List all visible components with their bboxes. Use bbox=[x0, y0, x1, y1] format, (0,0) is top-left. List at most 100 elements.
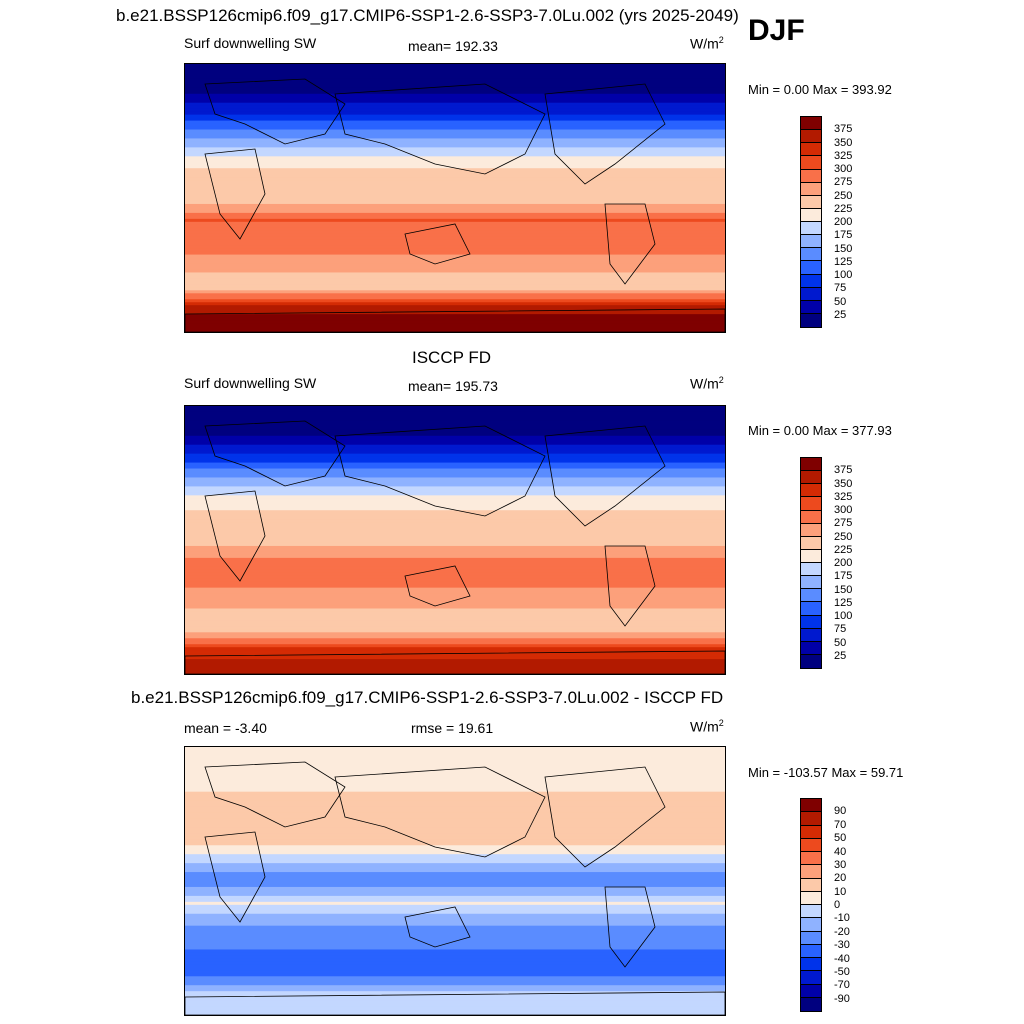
colorbar-tick-label: 50 bbox=[834, 832, 847, 845]
map-band bbox=[185, 426, 725, 431]
map-band bbox=[185, 925, 725, 930]
map-band bbox=[185, 108, 725, 113]
colorbar-tick-label: 25 bbox=[834, 308, 847, 321]
colorbar-swatch bbox=[801, 602, 821, 616]
map-band bbox=[185, 554, 725, 559]
map-band bbox=[185, 192, 725, 196]
map-band bbox=[185, 183, 725, 187]
map-band bbox=[185, 545, 725, 550]
map-band bbox=[185, 575, 725, 580]
panel3-mean: mean = -3.40 bbox=[184, 720, 267, 736]
map-band bbox=[185, 540, 725, 544]
map-band bbox=[185, 489, 725, 493]
map-band bbox=[185, 644, 725, 648]
panel1-units: W/m2 bbox=[690, 35, 724, 52]
map-band bbox=[185, 281, 725, 285]
colorbar-swatch bbox=[801, 654, 821, 668]
map-band bbox=[185, 776, 725, 781]
map-band bbox=[185, 483, 725, 487]
map-band bbox=[185, 102, 725, 107]
map-band bbox=[185, 251, 725, 256]
colorbar-swatch bbox=[801, 130, 821, 144]
map-band bbox=[185, 845, 725, 849]
colorbar-swatch bbox=[801, 300, 821, 314]
map-band bbox=[185, 323, 725, 327]
colorbar-swatch bbox=[801, 944, 821, 958]
map-band bbox=[185, 878, 725, 882]
map-band bbox=[185, 305, 725, 309]
map-band bbox=[185, 764, 725, 769]
colorbar-swatch bbox=[801, 536, 821, 550]
map-band bbox=[185, 791, 725, 796]
map-band bbox=[185, 465, 725, 470]
colorbar-tick-label: 350 bbox=[834, 136, 853, 149]
colorbar-tick-label: 100 bbox=[834, 269, 853, 281]
map-band bbox=[185, 186, 725, 190]
map-band bbox=[185, 498, 725, 502]
map-band bbox=[185, 970, 725, 974]
colorbar-tick-label: -90 bbox=[834, 992, 850, 1005]
colorbar-tick-label: 90 bbox=[834, 805, 847, 818]
map-band bbox=[185, 952, 725, 957]
map-band bbox=[185, 504, 725, 508]
colorbar-tick-label: 10 bbox=[834, 885, 847, 898]
map-band bbox=[185, 441, 725, 446]
map-band bbox=[185, 812, 725, 817]
coastline bbox=[404, 565, 471, 607]
colorbar-tick-label: 200 bbox=[834, 216, 853, 228]
map-band bbox=[185, 901, 725, 906]
map-band bbox=[185, 224, 725, 229]
map-band bbox=[185, 851, 725, 855]
map-band bbox=[185, 860, 725, 864]
map-band bbox=[185, 922, 725, 927]
panel1-minmax: Min = 0.00 Max = 393.92 bbox=[748, 82, 892, 97]
map-band bbox=[185, 749, 725, 754]
colorbar-swatch bbox=[801, 169, 821, 183]
map-band bbox=[185, 1003, 725, 1007]
map-band bbox=[185, 218, 725, 223]
map-band bbox=[185, 230, 725, 235]
map-band bbox=[185, 821, 725, 826]
panel3-colorbar bbox=[800, 798, 822, 1012]
colorbar-swatch bbox=[801, 799, 821, 813]
map-band bbox=[185, 584, 725, 589]
coastline bbox=[404, 223, 471, 265]
map-band bbox=[185, 815, 725, 820]
map-band bbox=[185, 278, 725, 282]
coastline bbox=[185, 308, 725, 332]
map-band bbox=[185, 1009, 725, 1013]
map-band bbox=[185, 839, 725, 843]
map-band bbox=[185, 275, 725, 279]
map-band bbox=[185, 614, 725, 619]
map-band bbox=[185, 314, 725, 318]
map-band bbox=[185, 982, 725, 986]
map-band bbox=[185, 794, 725, 799]
map-band bbox=[185, 203, 725, 208]
map-band bbox=[185, 459, 725, 464]
map-band bbox=[185, 180, 725, 184]
colorbar-swatch bbox=[801, 628, 821, 642]
map-band bbox=[185, 797, 725, 802]
map-band bbox=[185, 830, 725, 834]
map-band bbox=[185, 626, 725, 630]
coastline bbox=[604, 886, 656, 968]
colorbar-swatch bbox=[801, 523, 821, 537]
map-band bbox=[185, 883, 725, 888]
colorbar-swatch bbox=[801, 589, 821, 603]
map-band bbox=[185, 417, 725, 422]
map-band bbox=[185, 156, 725, 160]
map-band bbox=[185, 308, 725, 312]
map-band bbox=[185, 824, 725, 828]
coastline bbox=[204, 78, 346, 145]
colorbar-swatch bbox=[801, 878, 821, 892]
coastline bbox=[604, 545, 656, 627]
panel2-units: W/m2 bbox=[690, 375, 724, 392]
map-band bbox=[185, 525, 725, 529]
map-band bbox=[185, 438, 725, 443]
colorbar-swatch bbox=[801, 195, 821, 209]
map-band bbox=[185, 408, 725, 413]
colorbar-tick-label: -50 bbox=[834, 965, 850, 978]
map-band bbox=[185, 662, 725, 666]
map-band bbox=[185, 212, 725, 217]
map-band bbox=[185, 755, 725, 760]
